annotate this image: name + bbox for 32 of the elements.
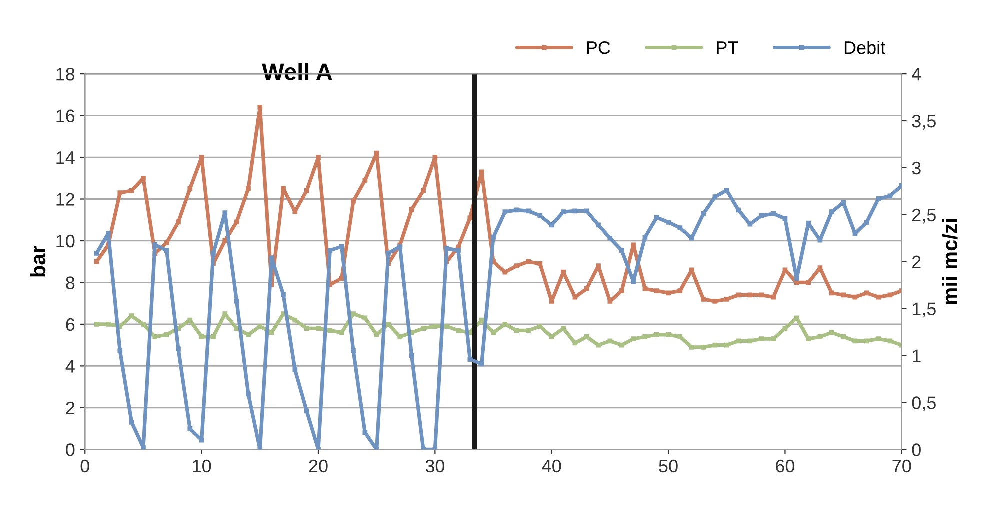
y-tick-label: 12 (56, 193, 75, 206)
y2-tick-label: 2 (912, 256, 921, 268)
y2-tick-label: 3,5 (912, 114, 936, 130)
y-tick-label: 14 (56, 152, 75, 164)
x-tick-label: 0 (80, 460, 90, 473)
y-tick-label: 6 (66, 318, 75, 332)
y-tick-label: 8 (66, 276, 75, 290)
y2-tick-label: 3 (912, 162, 921, 175)
y2-tick-label: 1 (912, 350, 921, 362)
legend-label: Debit (844, 40, 886, 54)
y2-tick-label: 0 (912, 444, 921, 456)
x-tick-label: 30 (426, 460, 445, 473)
y-tick-label: 10 (56, 234, 75, 248)
y-tick-label: 0 (66, 444, 75, 456)
x-tick-label: 70 (892, 460, 912, 473)
x-tick-label: 10 (193, 460, 212, 473)
y-tick-label: 2 (66, 402, 75, 414)
x-tick-label: 40 (542, 460, 562, 473)
y-tick-label: 4 (66, 360, 75, 373)
y2-axis-title: mii mc/zi (942, 219, 958, 304)
y2-tick-label: 2,5 (912, 208, 936, 224)
legend-label: PC (587, 41, 610, 54)
y-tick-label: 16 (56, 110, 75, 123)
y2-tick-label: 4 (912, 68, 922, 81)
legend-label: PT (717, 42, 738, 54)
y-tick-label: 18 (56, 68, 75, 81)
y2-tick-label: 0,5 (912, 396, 936, 412)
y2-tick-label: 1,5 (912, 302, 936, 318)
x-tick-label: 50 (659, 460, 678, 473)
x-tick-label: 60 (776, 460, 795, 473)
y-axis-title: bar (30, 246, 46, 277)
x-tick-label: 20 (309, 460, 328, 473)
